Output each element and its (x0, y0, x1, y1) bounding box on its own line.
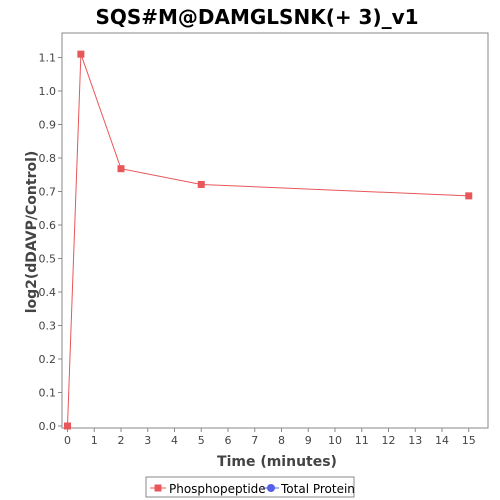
x-tick-label: 9 (305, 434, 312, 447)
x-tick-label: 1 (91, 434, 98, 447)
legend-marker-phosphopeptide (154, 484, 162, 492)
x-tick-label: 6 (225, 434, 232, 447)
y-tick-label: 0.4 (39, 286, 57, 299)
x-tick-label: 5 (198, 434, 205, 447)
legend-label-phosphopeptide: Phosphopeptide (169, 482, 266, 496)
x-tick-label: 0 (64, 434, 71, 447)
x-tick-label: 4 (171, 434, 178, 447)
series-layer (64, 50, 473, 430)
chart-title: SQS#M@DAMGLSNK(+ 3)_v1 (95, 5, 418, 29)
y-axis: 0.0 0.1 0.2 0.3 0.4 0.5 0.6 0.7 0.8 0.9 1.0 1.1 (39, 52, 62, 433)
y-axis-label: log2(dDAVP/Control) (24, 151, 40, 314)
x-tick-label: 7 (251, 434, 258, 447)
y-tick-label: 0.9 (39, 119, 57, 132)
legend-marker-total-protein (267, 484, 275, 492)
x-tick-label: 2 (118, 434, 125, 447)
y-tick-label: 1.0 (39, 85, 57, 98)
y-tick-label: 0.5 (39, 253, 57, 266)
legend-item-total-protein: Total Protein (263, 482, 355, 496)
data-point (197, 180, 205, 188)
data-point (77, 50, 85, 58)
x-tick-label: 15 (462, 434, 476, 447)
legend: Phosphopeptide Total Protein (145, 476, 355, 498)
x-tick-label: 3 (144, 434, 151, 447)
x-tick-label: 13 (408, 434, 422, 447)
legend-item-phosphopeptide: Phosphopeptide (150, 482, 266, 496)
y-tick-label: 0.6 (39, 219, 57, 232)
y-tick-label: 0.7 (39, 186, 57, 199)
x-tick-label: 10 (328, 434, 342, 447)
y-tick-label: 0.2 (39, 353, 57, 366)
plot-area (61, 32, 489, 429)
x-tick-label: 8 (278, 434, 285, 447)
x-axis: 0 1 2 3 4 5 6 7 8 9 10 11 12 13 14 15 (64, 428, 476, 447)
y-tick-label: 0.8 (39, 152, 57, 165)
data-point (465, 192, 473, 200)
x-axis-label: Time (minutes) (217, 454, 337, 470)
legend-box (145, 476, 355, 498)
data-point (117, 165, 125, 173)
x-tick-label: 12 (382, 434, 396, 447)
data-point (64, 422, 71, 430)
y-tick-label: 0.1 (39, 387, 57, 400)
y-tick-label: 0.0 (39, 420, 57, 433)
legend-label-total-protein: Total Protein (280, 482, 355, 496)
y-tick-label: 1.1 (39, 52, 57, 65)
y-tick-label: 0.3 (39, 320, 57, 333)
x-tick-label: 11 (355, 434, 369, 447)
x-tick-label: 14 (435, 434, 449, 447)
